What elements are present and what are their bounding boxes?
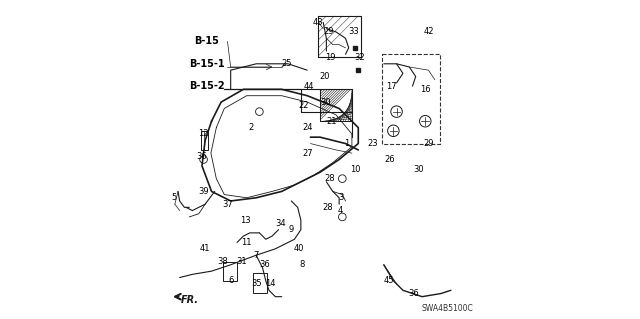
Text: 27: 27 (303, 149, 313, 158)
Text: 21: 21 (326, 117, 337, 126)
Text: 29: 29 (423, 139, 434, 148)
Text: 33: 33 (348, 27, 359, 36)
Text: 6: 6 (228, 276, 234, 285)
Text: 19: 19 (324, 53, 335, 62)
Text: 37: 37 (222, 200, 233, 209)
Text: 40: 40 (294, 244, 305, 253)
Bar (201, 131, 209, 150)
Text: 39: 39 (198, 187, 209, 196)
Text: 17: 17 (387, 82, 397, 91)
Text: 1: 1 (344, 139, 349, 148)
Text: 23: 23 (367, 139, 378, 148)
Text: 10: 10 (350, 165, 360, 174)
Text: 16: 16 (420, 85, 431, 94)
Text: 3: 3 (338, 193, 344, 202)
Text: 38: 38 (218, 257, 228, 266)
Text: 35: 35 (251, 279, 262, 288)
Text: 8: 8 (300, 260, 305, 269)
Text: 44: 44 (303, 82, 314, 91)
Text: 13: 13 (240, 216, 250, 225)
Text: 26: 26 (385, 155, 396, 164)
Text: 12: 12 (198, 130, 209, 138)
Text: 25: 25 (281, 59, 292, 68)
Text: 20: 20 (320, 72, 330, 81)
Text: 43: 43 (313, 18, 324, 27)
Text: B-15-2: B-15-2 (189, 81, 225, 91)
Bar (223, 262, 237, 281)
Text: 14: 14 (266, 279, 276, 288)
Text: 36: 36 (196, 152, 207, 161)
Text: 22: 22 (298, 101, 308, 110)
Text: 5: 5 (172, 193, 177, 202)
Text: 34: 34 (276, 219, 286, 228)
Text: 2: 2 (249, 123, 254, 132)
Text: 32: 32 (355, 53, 365, 62)
Text: 28: 28 (324, 174, 335, 183)
Text: B-15: B-15 (195, 36, 219, 47)
Text: 28: 28 (323, 203, 333, 212)
Text: SWA4B5100C: SWA4B5100C (421, 304, 473, 313)
Text: FR.: FR. (181, 295, 199, 305)
Text: B-15-1: B-15-1 (189, 59, 225, 69)
Text: 42: 42 (423, 27, 434, 36)
Text: 45: 45 (383, 276, 394, 285)
Text: 30: 30 (413, 165, 424, 174)
Text: 11: 11 (241, 238, 252, 247)
Text: 4: 4 (338, 206, 344, 215)
Text: 30: 30 (321, 98, 332, 107)
Text: 36: 36 (409, 289, 419, 298)
Text: 31: 31 (237, 257, 247, 266)
Text: 29: 29 (323, 27, 333, 36)
Text: 9: 9 (289, 225, 294, 234)
Text: 7: 7 (253, 251, 259, 260)
Text: 41: 41 (200, 244, 211, 253)
Text: 36: 36 (259, 260, 269, 269)
Text: 24: 24 (303, 123, 313, 132)
Bar (253, 273, 268, 293)
